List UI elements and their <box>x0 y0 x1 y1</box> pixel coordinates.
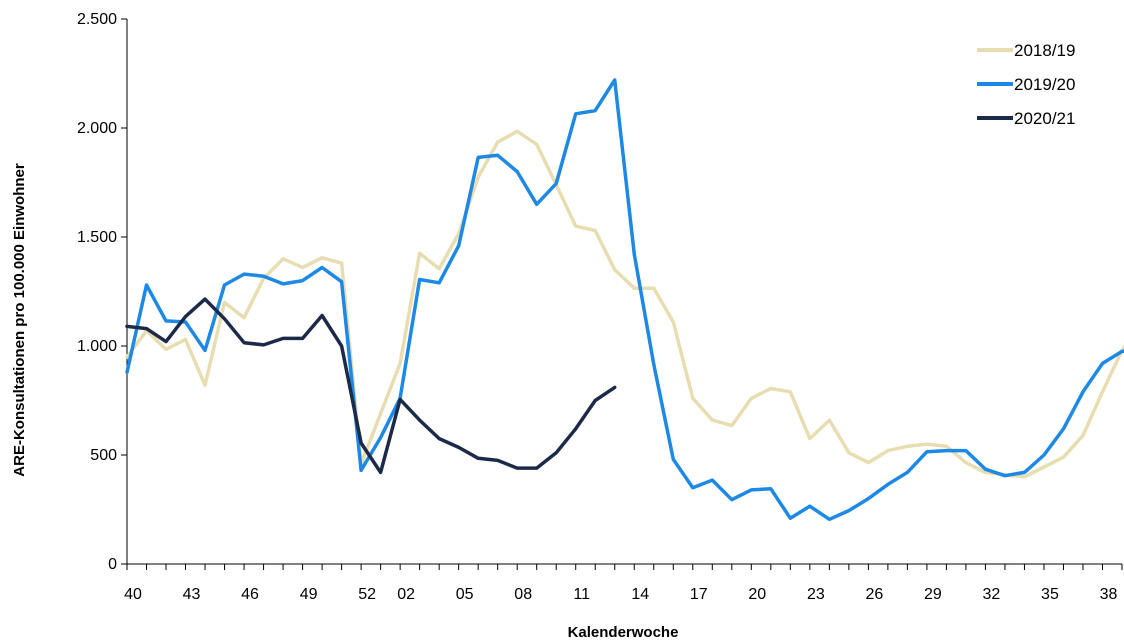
series-line-2 <box>125 78 1124 522</box>
x-tick-label: 49 <box>300 586 318 603</box>
legend: 2018/19 2019/20 2020/21 <box>977 41 1075 128</box>
x-tick-label: 43 <box>183 586 201 603</box>
series-line-1 <box>125 129 1124 479</box>
legend-label: 2018/19 <box>1014 41 1075 60</box>
x-tick-label: 20 <box>748 586 766 603</box>
y-tick-label: 1.500 <box>77 229 117 246</box>
series-layer <box>125 78 1124 522</box>
y-tick-label: 500 <box>90 447 117 464</box>
y-axis-ticks: 0 500 1.000 1.500 2.000 2.500 <box>77 11 127 573</box>
y-tick-label: 2.500 <box>77 11 117 28</box>
x-tick-label: 02 <box>397 586 415 603</box>
x-axis-ticks: 40 43 46 49 52 02 05 08 11 14 17 20 23 26 29 32 35 38 <box>124 564 1123 603</box>
x-tick-label: 11 <box>573 586 590 603</box>
x-axis-title: Kalenderwoche <box>568 624 679 641</box>
x-tick-label: 35 <box>1041 586 1059 603</box>
x-tick-label: 23 <box>807 586 825 603</box>
y-tick-label: 0 <box>108 556 117 573</box>
axes <box>126 19 1122 565</box>
x-tick-label: 32 <box>983 586 1001 603</box>
y-tick-label: 2.000 <box>77 120 117 137</box>
legend-label: 2020/21 <box>1014 109 1075 128</box>
x-tick-label: 17 <box>690 586 708 603</box>
x-tick-label: 26 <box>865 586 883 603</box>
y-tick-label: 1.000 <box>77 338 117 355</box>
y-axis-title: ARE-Konsultationen pro 100.000 Einwohner <box>11 163 28 477</box>
x-tick-label: 40 <box>124 586 142 603</box>
series-line-3 <box>125 297 617 475</box>
x-tick-label: 08 <box>514 586 532 603</box>
legend-label: 2019/20 <box>1014 75 1075 94</box>
x-tick-label: 46 <box>241 586 259 603</box>
x-tick-label: 52 <box>358 586 376 603</box>
x-tick-label: 14 <box>631 586 649 603</box>
x-tick-label: 05 <box>456 586 474 603</box>
x-tick-label: 38 <box>1100 586 1118 603</box>
x-tick-label: 29 <box>924 586 942 603</box>
